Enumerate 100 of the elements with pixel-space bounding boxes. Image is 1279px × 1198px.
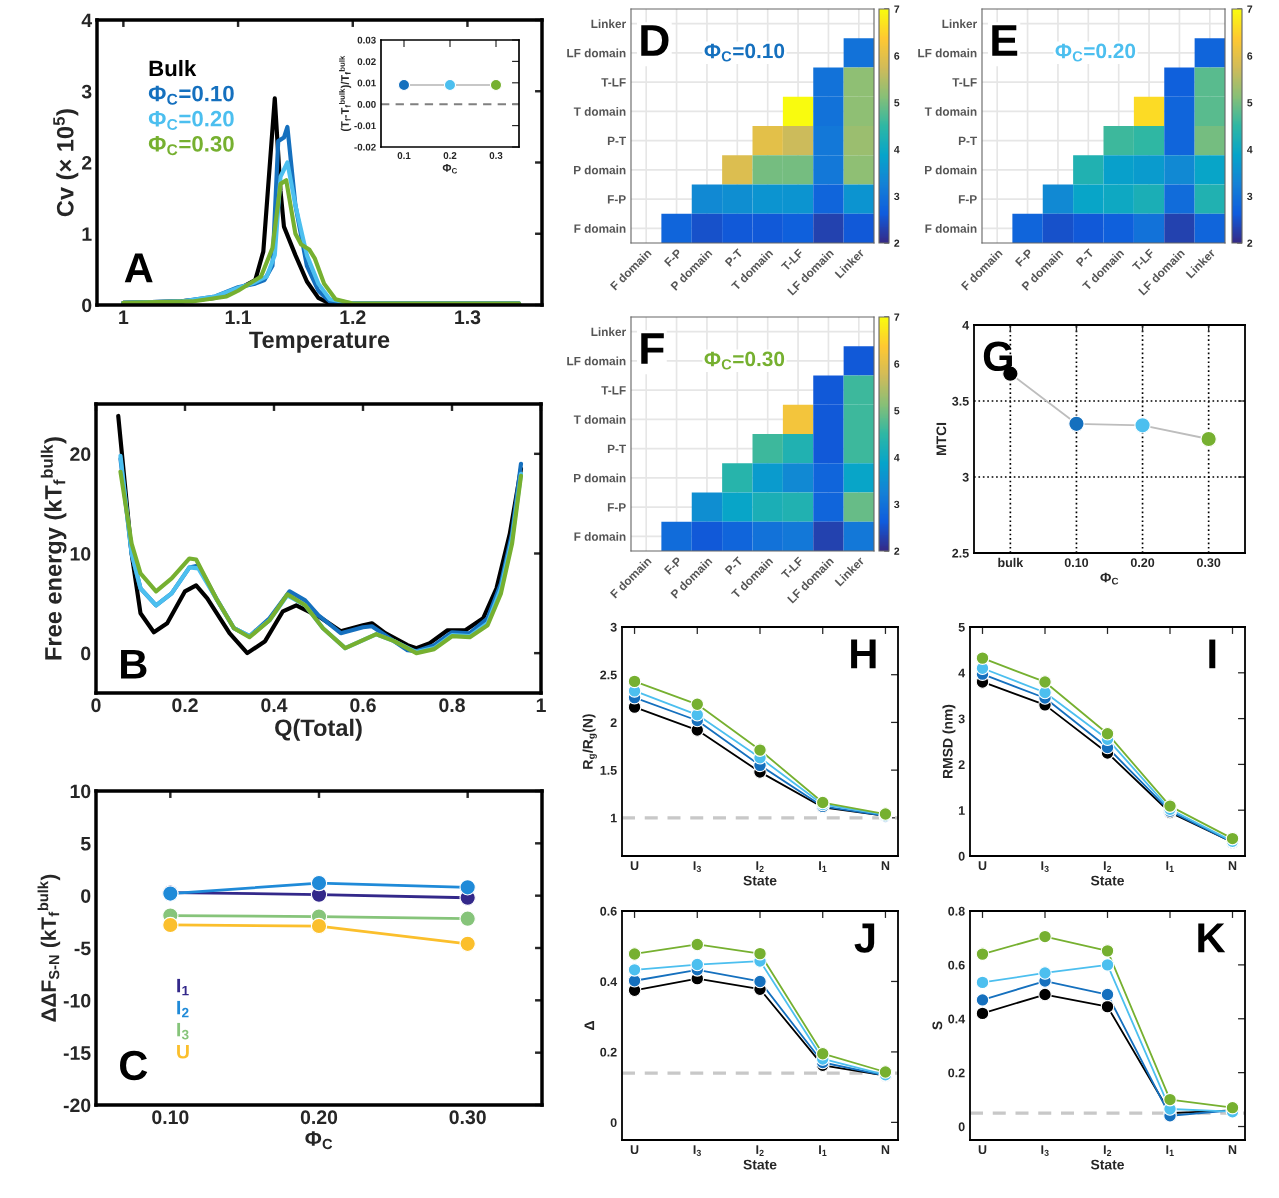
annotation: A <box>124 253 153 283</box>
y-tick-label: LF domain <box>918 48 977 58</box>
x-tick-label: I$_{2}$ <box>1103 1145 1112 1156</box>
x-tick-label: F-P <box>663 556 683 575</box>
x-tick-label: 0.30 <box>1196 558 1221 568</box>
y-axis-title: ΔΔF$_{S-N}$ (kT$_{f}$$^{bulk}$) <box>37 874 61 1022</box>
x-tick-label: P-T <box>1075 248 1095 267</box>
x-tick-label: 0.30 <box>449 1110 486 1125</box>
text: Φ$_{C}$=0.10 <box>148 85 234 105</box>
color-bar-label: 4 <box>1247 146 1253 154</box>
text: Φ$_{C}$=0.30 <box>148 135 234 156</box>
color-bar-label: 2 <box>894 239 900 247</box>
x-axis-title: Temperature <box>249 331 390 353</box>
y-tick-label: 3 <box>610 622 617 632</box>
y-tick-label: 0.00 <box>357 100 376 108</box>
x-tick-label: I$_{1}$ <box>1166 1145 1174 1156</box>
x-tick-label: 1.1 <box>225 310 252 324</box>
x-axis-title: Φ$_{C}$ <box>305 1131 333 1150</box>
y-tick-label: 0.02 <box>357 58 376 66</box>
annotation: I <box>1209 639 1216 669</box>
x-tick-label: N <box>881 1145 890 1154</box>
y-tick-label: 0 <box>958 851 965 861</box>
y-axis-title: (T$_{f}$-T$_{f}$$^{bulk}$)/T$_{f}$$^{bulk}$ <box>339 55 352 132</box>
y-tick-label: 4 <box>962 320 970 330</box>
annotation: Φ$_{C}$=0.10 <box>704 43 785 62</box>
y-tick-label: F domain <box>574 224 626 233</box>
annotation: C <box>120 1050 148 1081</box>
y-tick-label: 5 <box>958 622 965 632</box>
x-axis-title: Φ$_{C}$ <box>1100 572 1119 585</box>
annotation: K <box>1198 923 1226 953</box>
color-bar-label: 3 <box>894 500 900 509</box>
x-tick-label: U <box>630 1145 639 1155</box>
y-tick-label: 3 <box>81 84 92 99</box>
x-tick-label: 0.8 <box>439 698 465 713</box>
x-tick-label: I$_{3}$ <box>693 861 701 872</box>
y-tick-label: P domain <box>925 165 977 175</box>
text: Bulk <box>149 59 197 77</box>
x-axis-title: State <box>1090 1159 1125 1170</box>
x-tick-label: P-T <box>724 556 744 575</box>
y-tick-label: 0 <box>82 298 92 313</box>
y-tick-label: P-T <box>607 136 627 145</box>
y-tick-label: T domain <box>573 107 626 116</box>
y-tick-label: T-LF <box>601 386 626 395</box>
y-tick-label: 2.5 <box>600 670 617 680</box>
y-tick-label: F domain <box>574 532 626 541</box>
color-bar-label: 2 <box>1247 239 1253 247</box>
color-bar-label: 4 <box>894 146 900 154</box>
y-tick-label: 2 <box>82 155 92 170</box>
x-tick-label: U <box>978 1145 987 1155</box>
x-tick-label: 1.3 <box>455 310 481 325</box>
x-tick-label: U <box>630 861 639 871</box>
y-tick-label: -0.02 <box>354 143 376 151</box>
y-tick-label: 0.2 <box>948 1068 965 1078</box>
y-tick-label: 2.5 <box>952 548 969 558</box>
x-tick-label: I$_{2}$ <box>756 1145 764 1156</box>
annotation: Φ$_{C}$=0.30 <box>704 351 785 370</box>
y-tick-label: 0.03 <box>357 36 376 44</box>
color-bar-label: 5 <box>894 407 900 415</box>
x-tick-label: I$_{2}$ <box>756 861 764 872</box>
y-axis-title: Free energy (kT$_{f}$$^{bulk}$) <box>40 437 67 660</box>
y-tick-label: 0.01 <box>357 79 376 87</box>
x-tick-label: 0.20 <box>1130 558 1155 568</box>
y-tick-label: 1 <box>610 813 617 823</box>
y-tick-label: -20 <box>63 1098 91 1113</box>
y-tick-label: 10 <box>70 784 91 799</box>
annotation: G <box>983 341 1012 372</box>
y-tick-label: F-P <box>607 503 626 512</box>
color-bar-label: 7 <box>894 5 900 13</box>
annotation: D <box>641 25 669 56</box>
y-tick-label: 3.5 <box>952 396 969 406</box>
x-tick-label: I$_{3}$ <box>1041 861 1049 872</box>
x-axis-title: Φ$_{C}$ <box>442 163 458 174</box>
y-tick-label: F-P <box>607 195 626 204</box>
y-tick-label: LF domain <box>567 356 626 366</box>
x-tick-label: 0.4 <box>261 698 288 713</box>
y-tick-label: 10 <box>70 546 91 561</box>
x-tick-label: I$_{1}$ <box>819 1145 827 1156</box>
annotation: F <box>641 333 664 364</box>
y-tick-label: T-LF <box>601 78 626 87</box>
y-axis-title: Δ <box>584 1021 595 1030</box>
annotation: B <box>121 649 147 679</box>
x-tick-label: I$_{1}$ <box>819 861 827 872</box>
x-tick-label: 0.10 <box>1064 558 1089 568</box>
y-axis-title: Cv (× 10$^{5}$) <box>53 109 79 217</box>
y-tick-label: 0 <box>958 1122 965 1132</box>
x-tick-label: 0.20 <box>300 1110 338 1125</box>
y-tick-label: 3 <box>958 714 965 724</box>
y-tick-label: F domain <box>925 224 977 233</box>
y-tick-label: 4 <box>958 668 966 678</box>
x-tick-label: 1 <box>536 698 546 712</box>
x-tick-label: 0.2 <box>172 698 198 713</box>
y-axis-title: R$_{g}$/R$_{g}$(N) <box>582 714 597 769</box>
x-tick-label: P-T <box>724 248 744 267</box>
color-bar-label: 7 <box>1247 5 1253 13</box>
x-axis-title: State <box>743 1159 777 1170</box>
y-tick-label: F-P <box>958 195 977 204</box>
color-bar-label: 5 <box>894 99 900 107</box>
x-tick-label: 0.3 <box>489 152 503 160</box>
y-tick-label: 1 <box>958 806 965 815</box>
y-tick-label: 3 <box>962 472 969 482</box>
